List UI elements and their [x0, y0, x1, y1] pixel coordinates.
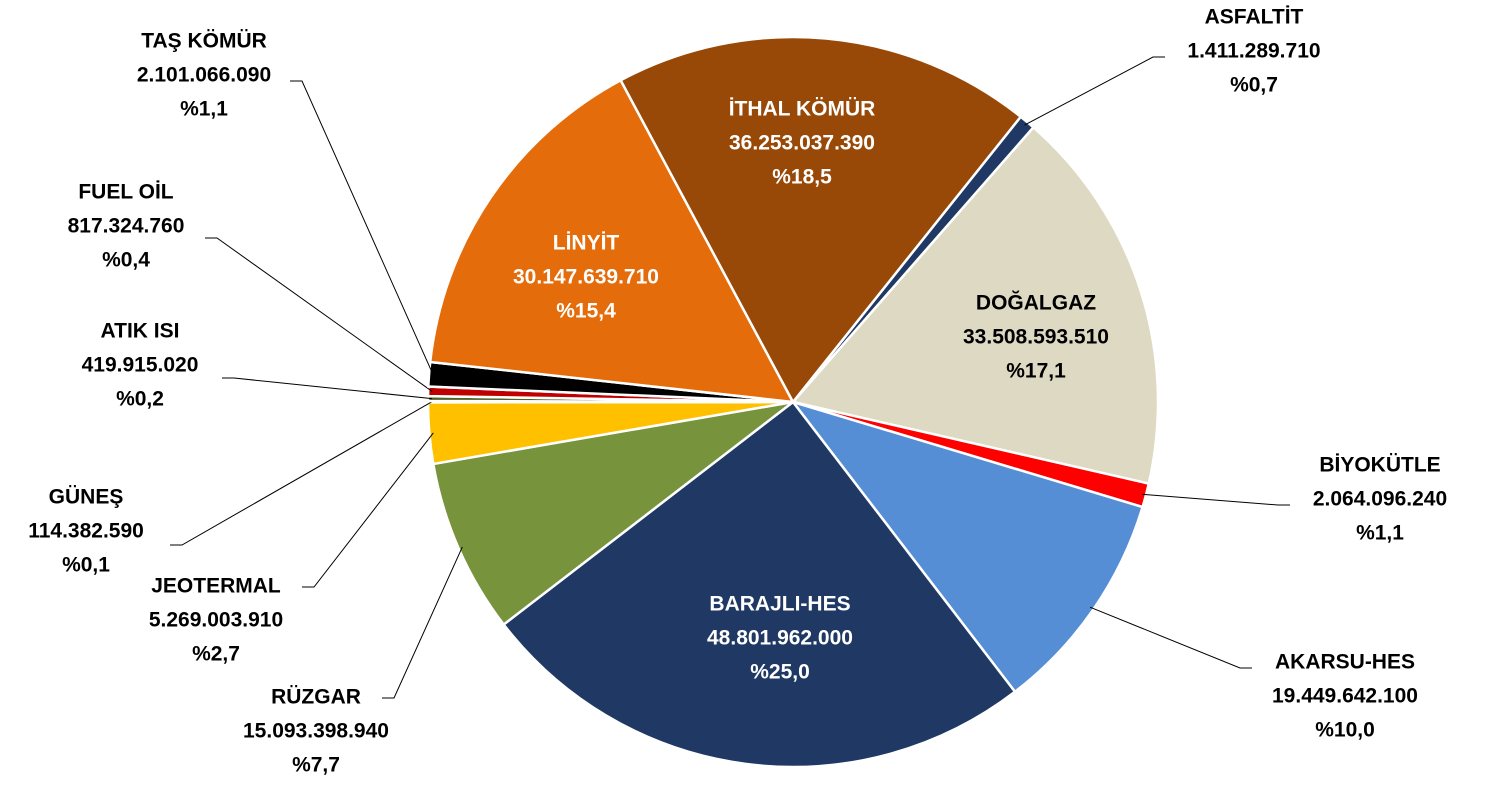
data-label: JEOTERMAL	[151, 575, 281, 598]
leader-line	[1024, 56, 1165, 126]
data-label: GÜNEŞ	[49, 486, 124, 509]
leader-line	[222, 377, 433, 400]
pie-slice	[501, 400, 1017, 769]
data-label: %2,7	[192, 643, 240, 666]
leader-line	[302, 432, 434, 588]
leader-line	[205, 237, 433, 392]
data-label: 36.253.037.390	[729, 132, 875, 155]
data-label: 2.101.066.090	[137, 64, 271, 87]
data-label: %0,1	[62, 554, 110, 577]
data-label: 33.508.593.510	[963, 326, 1109, 349]
leader-line	[1089, 606, 1252, 669]
data-label: AKARSU-HES	[1275, 651, 1415, 674]
data-label: İTHAL KÖMÜR	[729, 98, 876, 121]
pie-slice	[428, 78, 796, 404]
leader-line	[1141, 493, 1290, 506]
data-label: 5.269.003.910	[149, 609, 283, 632]
data-label: 114.382.590	[28, 520, 144, 543]
data-label: RÜZGAR	[271, 686, 361, 709]
data-label: %15,4	[556, 300, 616, 323]
data-label: 2.064.096.240	[1313, 488, 1447, 511]
data-label: DOĞALGAZ	[976, 291, 1096, 315]
data-label: BARAJLI-HES	[709, 593, 850, 616]
data-label: 1.411.289.710	[1187, 40, 1320, 63]
data-label: %17,1	[1006, 360, 1066, 383]
data-label: %1,1	[1356, 522, 1404, 545]
data-label: 19.449.642.100	[1272, 685, 1418, 708]
pie-slice	[790, 125, 1160, 486]
data-label: 15.093.398.940	[243, 720, 389, 743]
data-label: 419.915.020	[82, 354, 199, 377]
pie-slice	[789, 399, 1145, 694]
leader-line	[382, 546, 463, 699]
data-label: 48.801.962.000	[707, 627, 853, 650]
data-label: ASFALTİT	[1205, 6, 1304, 29]
data-label: %25,0	[750, 661, 810, 684]
data-label: %0,4	[102, 249, 150, 272]
leader-line	[170, 401, 433, 546]
data-label: BİYOKÜTLE	[1319, 454, 1440, 477]
data-label: %0,7	[1230, 74, 1278, 97]
data-label: %18,5	[772, 166, 832, 189]
data-label: ATIK ISI	[101, 320, 180, 343]
pie-slice	[618, 35, 1023, 405]
data-label: 30.147.639.710	[513, 266, 659, 289]
data-label: TAŞ KÖMÜR	[141, 30, 267, 53]
data-label: 817.324.760	[68, 215, 185, 238]
data-label: FUEL OİL	[78, 181, 173, 204]
data-label: %1,1	[180, 98, 228, 121]
data-label: LİNYİT	[553, 232, 620, 255]
leader-line	[290, 80, 434, 375]
pie-slice	[431, 400, 794, 627]
data-label: %7,7	[292, 754, 340, 777]
data-label: %10,0	[1315, 719, 1375, 742]
data-label: %0,2	[116, 388, 164, 411]
